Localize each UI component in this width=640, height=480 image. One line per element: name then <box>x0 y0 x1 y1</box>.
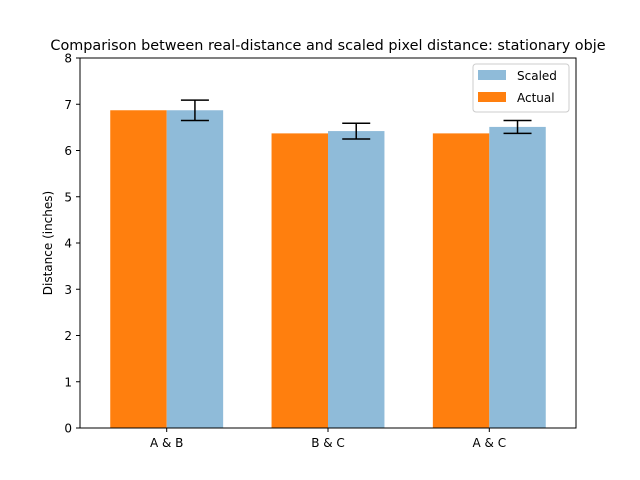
bar-scaled <box>166 110 224 428</box>
y-tick-label: 1 <box>64 375 72 389</box>
legend-label-actual: Actual <box>517 91 555 105</box>
x-tick-label: A & B <box>150 436 183 450</box>
y-tick-label: 5 <box>64 190 72 204</box>
y-tick-label: 8 <box>64 52 72 66</box>
bars-layer <box>110 110 546 428</box>
y-axis-label: Distance (inches) <box>41 191 55 295</box>
legend-swatch-scaled <box>478 70 506 80</box>
error-bars-layer <box>180 99 532 140</box>
y-tick-label: 0 <box>64 422 72 436</box>
x-tick-label: B & C <box>311 436 345 450</box>
bar-actual <box>432 133 490 428</box>
bar-actual <box>110 110 167 428</box>
legend-swatch-actual <box>478 92 506 102</box>
y-tick-label: 2 <box>64 329 72 343</box>
legend: Scaled Actual <box>472 63 570 113</box>
bar-actual <box>271 133 328 428</box>
legend-label-scaled: Scaled <box>517 69 557 83</box>
y-tick-label: 7 <box>64 98 72 112</box>
y-tick-label: 6 <box>64 144 72 158</box>
y-tick-label: 3 <box>64 283 72 297</box>
y-tick-label: 4 <box>64 237 72 251</box>
x-tick-label: A & C <box>473 436 507 450</box>
chart-title: Comparison between real-distance and sca… <box>50 38 605 54</box>
bar-scaled <box>489 126 546 428</box>
y-axis: 0 1 2 3 4 5 6 7 8 <box>64 52 80 436</box>
bar-scaled <box>328 131 385 428</box>
